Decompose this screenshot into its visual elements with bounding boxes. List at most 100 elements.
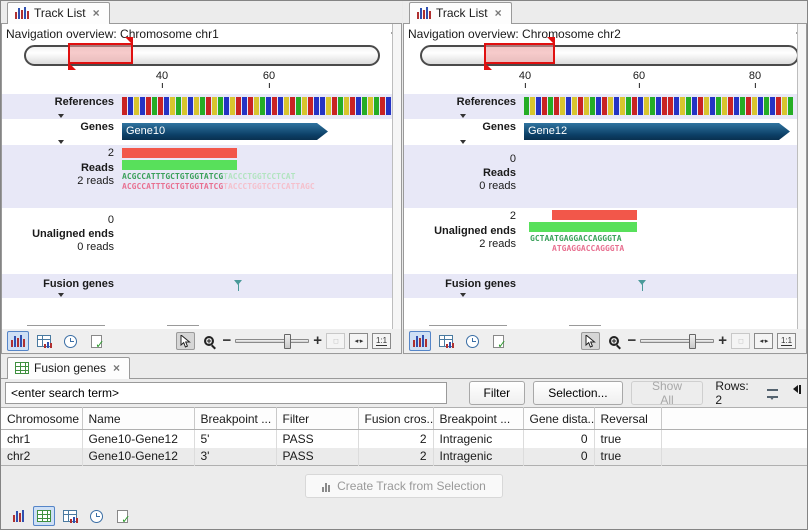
table-header-row: Chromosome Name Breakpoint ... Filter Fu…	[1, 407, 807, 430]
chromosome-ideogram[interactable]	[420, 45, 799, 66]
unaligned-reads-display[interactable]: GCTAATGAGGACCAGGGTA ATGAGGACCAGGGTA	[524, 208, 795, 274]
view-trackplot-button[interactable]	[7, 331, 29, 351]
zoom-slider[interactable]	[640, 334, 715, 349]
unaligned-max-count: 0	[107, 214, 114, 226]
view-tablechart-button[interactable]	[59, 506, 81, 526]
view-trackplot-button[interactable]	[7, 506, 29, 526]
zoom-slider[interactable]	[235, 334, 310, 349]
fit-width-button[interactable]: ◂--▸	[349, 333, 368, 349]
vertical-scrollbar[interactable]	[797, 24, 806, 329]
track-plot-icon	[413, 335, 427, 347]
col-breakpoint-2[interactable]: Breakpoint ...	[433, 407, 524, 430]
view-table-button[interactable]	[33, 506, 55, 526]
fit-width-button[interactable]: ◂--▸	[754, 333, 773, 349]
view-history-button[interactable]	[59, 331, 81, 351]
track-dropdown-icon[interactable]	[460, 114, 466, 118]
fusion-breakpoint-flag-icon[interactable]	[234, 280, 243, 291]
zoom-tool-button[interactable]: +	[199, 332, 218, 350]
gene-annotation[interactable]: Gene12	[524, 123, 790, 140]
table-row[interactable]: chr2 Gene10-Gene12 3' PASS 2 Intragenic …	[1, 447, 807, 466]
tab-track-list[interactable]: Track List ×	[409, 2, 512, 24]
zoom-100-button[interactable]: 1:1	[372, 333, 391, 349]
track-dropdown-icon[interactable]	[58, 140, 64, 144]
tab-label: Track List	[436, 6, 488, 20]
col-chromosome[interactable]: Chromosome	[1, 407, 83, 430]
unaligned-max-count: 2	[509, 210, 516, 222]
fusion-breakpoint-flag-icon[interactable]	[638, 280, 647, 291]
view-mode-bar	[1, 504, 807, 526]
chromosome-selection[interactable]	[484, 37, 555, 70]
close-icon[interactable]: ×	[494, 6, 502, 20]
col-filter[interactable]: Filter	[276, 407, 359, 430]
toolbar-grip	[27, 325, 105, 326]
zoom-in-icon[interactable]: +	[313, 332, 322, 349]
tab-label: Fusion genes	[34, 361, 107, 375]
vertical-scrollbar[interactable]	[392, 24, 401, 329]
position-ruler: 40 60	[2, 69, 401, 94]
pointer-tool-button[interactable]	[581, 332, 601, 350]
zoom-slider-thumb[interactable]	[284, 334, 292, 349]
track-dropdown-icon[interactable]	[460, 293, 466, 297]
zoom-in-icon[interactable]: +	[718, 332, 727, 349]
magnifier-icon: +	[203, 336, 214, 346]
view-trackplot-button[interactable]	[409, 331, 431, 351]
references-label: References	[54, 96, 114, 108]
track-dropdown-icon[interactable]	[58, 293, 64, 297]
zoom-slider-thumb[interactable]	[689, 334, 697, 349]
reads-count: 2 reads	[77, 175, 114, 187]
zoom-out-icon[interactable]: −	[222, 332, 232, 349]
tab-strip: Track List ×	[403, 1, 807, 24]
zoom-tool-button[interactable]: +	[604, 332, 623, 350]
reads-display[interactable]: ACGCCATTTGCTGTGGTATCGTACCCTGGTCCTCAT ACG…	[122, 145, 390, 208]
col-name[interactable]: Name	[82, 407, 195, 430]
zoom-100-button[interactable]: 1:1	[777, 333, 796, 349]
view-report-button[interactable]	[111, 506, 133, 526]
chromosome-selection[interactable]	[68, 37, 133, 70]
track-list-panel-chr2: Track List × Navigation overview: Chromo…	[403, 1, 807, 354]
tab-track-list[interactable]: Track List ×	[7, 2, 110, 24]
view-report-button[interactable]	[85, 331, 107, 351]
unaligned-reads-count: 0 reads	[77, 241, 114, 253]
zoom-to-selection-button[interactable]: ◻	[731, 333, 750, 349]
reads-track: 2 Reads 2 reads ACGCCATTTGCTGTGGTATCGTAC…	[2, 145, 401, 208]
col-breakpoint[interactable]: Breakpoint ...	[194, 407, 277, 430]
view-tablechart-button[interactable]	[33, 331, 55, 351]
ruler-tick: 40	[519, 70, 531, 88]
zoom-to-selection-button[interactable]: ◻	[326, 333, 345, 349]
selection-flag-top	[547, 37, 555, 45]
create-track-from-selection-button[interactable]: Create Track from Selection	[305, 474, 503, 498]
view-history-button[interactable]	[85, 506, 107, 526]
selection-button[interactable]: Selection...	[533, 381, 623, 405]
col-gene-distance[interactable]: Gene dista...	[523, 407, 595, 430]
search-input[interactable]	[5, 382, 447, 404]
track-dropdown-icon[interactable]	[460, 140, 466, 144]
reads-track: 0 Reads 0 reads	[404, 145, 806, 208]
col-fusion-crossing[interactable]: Fusion cros...	[358, 407, 434, 430]
view-history-button[interactable]	[461, 331, 483, 351]
track-dropdown-icon[interactable]	[58, 114, 64, 118]
collapse-sidepanel-icon[interactable]	[792, 384, 801, 394]
close-icon[interactable]: ×	[92, 6, 100, 20]
close-icon[interactable]: ×	[113, 361, 121, 375]
chromosome-overview	[404, 37, 806, 70]
pointer-tool-button[interactable]	[176, 332, 196, 350]
tab-fusion-genes[interactable]: Fusion genes ×	[7, 357, 131, 379]
filter-button[interactable]: Filter	[468, 381, 526, 405]
genes-label: Genes	[482, 121, 516, 133]
table-actions: Create Track from Selection	[1, 466, 807, 504]
track-list-body: Navigation overview: Chromosome chr2 40 …	[403, 24, 807, 354]
zoom-out-icon[interactable]: −	[627, 332, 637, 349]
track-list-icon	[417, 7, 431, 19]
view-tablechart-button[interactable]	[435, 331, 457, 351]
row-filter-icon[interactable]	[766, 388, 779, 400]
view-report-button[interactable]	[487, 331, 509, 351]
table-icon	[15, 362, 29, 374]
gene-annotation[interactable]: Gene10	[122, 123, 328, 140]
table-chart-icon	[37, 335, 52, 348]
read-sequence-forward: ACGCCATTTGCTGTGGTATCGTACCCTGGTCCTCAT	[122, 172, 296, 181]
show-all-button[interactable]: Show All	[630, 379, 704, 407]
col-reversal[interactable]: Reversal	[594, 407, 662, 430]
unaligned-ends-track: 2 Unaligned ends 2 reads GCTAATGAGGACCAG…	[404, 208, 806, 274]
table-row[interactable]: chr1 Gene10-Gene12 5' PASS 2 Intragenic …	[1, 429, 807, 448]
